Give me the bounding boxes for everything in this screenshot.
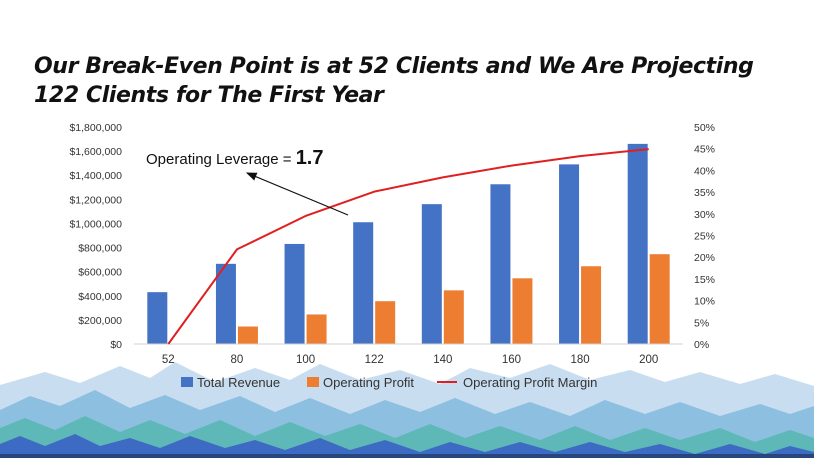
y-left-tick-label: $200,000	[78, 315, 122, 327]
legend-label-profit: Operating Profit	[323, 375, 414, 390]
y-right-tick-label: 10%	[694, 296, 715, 308]
bar-total-revenue	[147, 292, 168, 344]
x-tick-label: 52	[162, 354, 175, 366]
mountain-front-range	[0, 434, 814, 458]
title-line-1: Our Break-Even Point is at 52 Clients an…	[34, 54, 754, 79]
y-left-tick-label: $1,600,000	[69, 146, 122, 158]
bar-total-revenue	[215, 263, 236, 344]
bar-total-revenue	[490, 184, 511, 344]
x-tick-label: 180	[570, 354, 589, 366]
y-right-tick-label: 15%	[694, 274, 715, 286]
mountain-base-band	[0, 454, 814, 458]
bar-operating-profit	[649, 254, 670, 344]
y-left-tick-label: $1,800,000	[69, 122, 122, 134]
bar-total-revenue	[627, 143, 648, 344]
y-right-tick-label: 0%	[694, 339, 709, 351]
legend-label-margin: Operating Profit Margin	[463, 375, 597, 390]
y-left-tick-label: $1,200,000	[69, 194, 122, 206]
y-left-tick-label: $400,000	[78, 291, 122, 303]
legend-swatch-revenue	[181, 377, 193, 387]
mountain-decoration	[0, 362, 814, 458]
legend-label-revenue: Total Revenue	[197, 375, 280, 390]
bar-operating-profit	[237, 326, 258, 344]
annotation-arrow	[245, 172, 349, 216]
annotation-value: 1.7	[296, 147, 324, 169]
bar-total-revenue	[421, 204, 442, 344]
y-right-tick-label: 5%	[694, 317, 709, 329]
x-axis: 52 80 100 122 140 160 180 200	[162, 354, 658, 366]
x-tick-label: 122	[365, 354, 384, 366]
bar-operating-profit	[512, 278, 533, 344]
y-right-tick-label: 40%	[694, 165, 715, 177]
bar-total-revenue	[559, 164, 580, 344]
y-left-tick-label: $600,000	[78, 267, 122, 279]
x-tick-label: 100	[296, 354, 315, 366]
legend-swatch-profit	[307, 377, 319, 387]
y-right-tick-label: 50%	[694, 122, 715, 134]
bar-total-revenue	[284, 243, 305, 344]
y-left-tick-label: $1,400,000	[69, 170, 122, 182]
y-axis-right: 0% 5% 10% 15% 20% 25% 30% 35% 40% 45% 50%	[694, 122, 715, 351]
y-right-tick-label: 25%	[694, 231, 715, 243]
bar-operating-profit	[581, 266, 602, 344]
x-tick-label: 200	[639, 354, 658, 366]
page-title: Our Break-Even Point is at 52 Clients an…	[34, 52, 794, 110]
bar-total-revenue	[353, 222, 374, 344]
title-line-2: 122 Clients for The First Year	[34, 83, 384, 108]
y-right-tick-label: 45%	[694, 144, 715, 156]
x-tick-label: 80	[231, 354, 244, 366]
legend: Total Revenue Operating Profit Operating…	[181, 375, 597, 390]
bar-operating-profit	[375, 301, 396, 344]
x-tick-label: 140	[433, 354, 452, 366]
annotation-label: Operating Leverage =	[146, 151, 296, 168]
y-left-tick-label: $0	[110, 339, 122, 351]
y-right-tick-label: 30%	[694, 209, 715, 221]
operating-leverage-annotation: Operating Leverage = 1.7	[146, 147, 324, 169]
bar-operating-profit	[306, 314, 327, 344]
bar-series	[147, 143, 670, 344]
bar-operating-profit	[443, 290, 464, 344]
line-operating-profit-margin	[167, 148, 649, 345]
margin-line-series	[167, 148, 649, 345]
y-right-tick-label: 35%	[694, 187, 715, 199]
x-tick-label: 160	[502, 354, 521, 366]
y-right-tick-label: 20%	[694, 252, 715, 264]
y-axis-left: $0 $200,000 $400,000 $600,000 $800,000 $1,000…	[69, 122, 122, 351]
y-left-tick-label: $1,000,000	[69, 218, 122, 230]
y-left-tick-label: $800,000	[78, 243, 122, 255]
